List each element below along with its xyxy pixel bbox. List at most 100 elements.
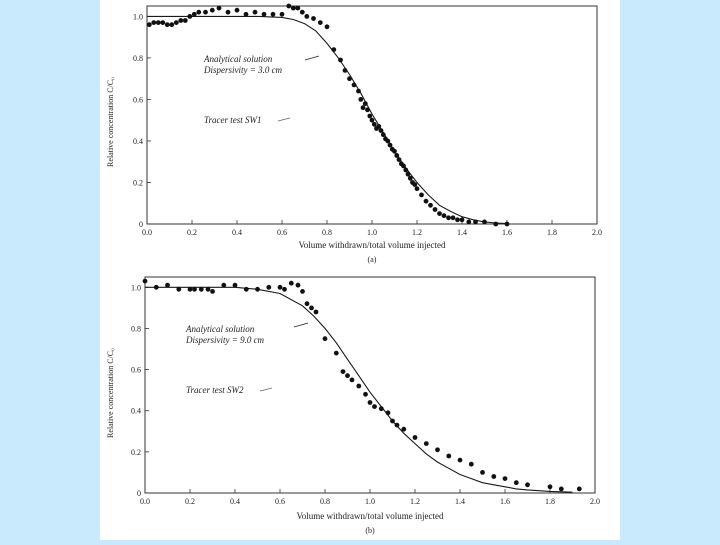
- data-point-b: [385, 410, 391, 416]
- data-point-b: [547, 484, 553, 490]
- data-point-a: [182, 18, 188, 23]
- data-point-a: [356, 88, 361, 94]
- data-point-b: [446, 453, 452, 459]
- data-point-a: [405, 171, 411, 177]
- annotation-arrow-a: [304, 55, 320, 61]
- y-tick-label-a: 1.0: [133, 12, 143, 21]
- data-point-b: [322, 336, 328, 342]
- data-point-a: [225, 9, 231, 15]
- data-point-b: [266, 284, 272, 290]
- tracer-pointer-b: [259, 387, 273, 392]
- y-tick-label-a: 0: [139, 220, 143, 229]
- data-point-b: [378, 406, 384, 412]
- x-tick-label-b: 0.4: [230, 497, 240, 506]
- x-tick-label-b: 0.8: [320, 497, 330, 506]
- data-point-a: [164, 22, 170, 28]
- data-point-b: [390, 418, 395, 424]
- data-point-a: [304, 14, 310, 19]
- data-point-a: [203, 9, 208, 15]
- data-point-b: [356, 383, 362, 389]
- data-point-a: [493, 221, 499, 227]
- x-tick-label-b: 0.0: [140, 497, 150, 506]
- figure-svg: 0.0 0.2 0.4 0.6 0.8 1.0 1.2 1.4 1.6 1.8 2.0 0 0.2 0.4…: [106, 3, 602, 535]
- data-point-a: [358, 97, 364, 102]
- data-point-a: [311, 16, 316, 21]
- data-point-b: [295, 282, 301, 288]
- data-point-b: [142, 278, 148, 284]
- x-tick-label-b: 0.2: [185, 497, 195, 506]
- data-point-a: [360, 105, 366, 111]
- data-point-a: [365, 107, 370, 113]
- x-tick-label-b: 1.8: [545, 497, 555, 506]
- data-point-a: [441, 213, 447, 219]
- x-tick-label-a: 0.8: [322, 228, 332, 237]
- y-tick-label-b: 0.2: [131, 448, 141, 457]
- data-point-b: [401, 426, 407, 432]
- tracer-pointer-a: [277, 117, 291, 122]
- annotation-tracer-b: Tracer test SW2: [186, 385, 244, 395]
- x-tick-label-b: 1.0: [365, 497, 375, 506]
- data-point-a: [392, 148, 397, 154]
- data-point-a: [407, 175, 413, 181]
- data-point-a: [459, 217, 465, 223]
- data-point-b: [232, 282, 238, 288]
- data-point-b: [372, 404, 377, 409]
- panel-caption-a: (a): [368, 255, 377, 264]
- y-tick-label-a: 0.6: [133, 95, 143, 104]
- data-point-b: [288, 280, 294, 286]
- data-point-a: [432, 207, 438, 212]
- y-tick-label-a: 0.2: [133, 178, 143, 187]
- y-tick-label-b: 1.0: [131, 283, 141, 292]
- data-point-a: [234, 7, 240, 13]
- chart-panel-a: 0.0 0.2 0.4 0.6 0.8 1.0 1.2 1.4 1.6 1.8 2.0 0 0.2 0.4…: [106, 3, 602, 264]
- data-point-b: [457, 457, 463, 463]
- data-point-a: [342, 68, 348, 73]
- annotation-arrow-b: [293, 322, 309, 328]
- annotation-analytical-b: Analytical solution: [185, 324, 255, 334]
- data-point-b: [363, 391, 368, 397]
- data-point-a: [299, 9, 305, 15]
- data-point-a: [362, 101, 368, 106]
- data-point-a: [191, 11, 197, 17]
- x-tick-label-b: 1.6: [500, 497, 510, 506]
- data-point-b: [468, 461, 474, 467]
- data-point-a: [270, 11, 276, 17]
- x-tick-label-a: 1.6: [502, 228, 512, 237]
- data-point-b: [192, 286, 197, 292]
- data-point-a: [338, 57, 343, 63]
- x-tick-label-a: 1.2: [412, 228, 422, 237]
- data-point-b: [333, 350, 339, 356]
- x-tick-label-a: 0.4: [232, 228, 242, 237]
- annotation-tracer-a: Tracer test SW1: [204, 115, 262, 125]
- data-point-a: [450, 215, 456, 221]
- data-point-b: [394, 422, 400, 428]
- data-point-b: [187, 286, 193, 292]
- data-point-b: [513, 480, 519, 486]
- data-point-a: [378, 128, 384, 134]
- data-point-a: [151, 20, 157, 25]
- data-point-b: [423, 441, 429, 446]
- x-axis-label-a: Volume withdrawn/total volume injected: [298, 240, 446, 250]
- data-point-a: [169, 22, 175, 28]
- data-point-a: [209, 7, 215, 13]
- data-point-a: [482, 219, 487, 225]
- data-point-b: [255, 286, 260, 292]
- data-point-b: [412, 435, 418, 440]
- data-point-a: [178, 18, 184, 23]
- x-tick-label-a: 1.8: [547, 228, 557, 237]
- data-point-a: [155, 20, 161, 25]
- data-point-b: [480, 470, 485, 475]
- data-point-a: [146, 22, 152, 28]
- data-point-b: [243, 286, 249, 292]
- analytical-solution-line-a: [147, 15, 508, 225]
- data-point-a: [419, 192, 424, 198]
- data-point-a: [446, 215, 451, 221]
- data-point-a: [455, 217, 460, 223]
- data-point-b: [576, 486, 582, 492]
- y-axis-label-b: Relative concentration C/C₀: [106, 348, 115, 438]
- data-point-a: [286, 3, 292, 9]
- panel-caption-b: (b): [365, 526, 375, 535]
- x-tick-label-a: 0.0: [142, 228, 152, 237]
- data-point-a: [466, 219, 472, 225]
- data-point-a: [387, 142, 393, 148]
